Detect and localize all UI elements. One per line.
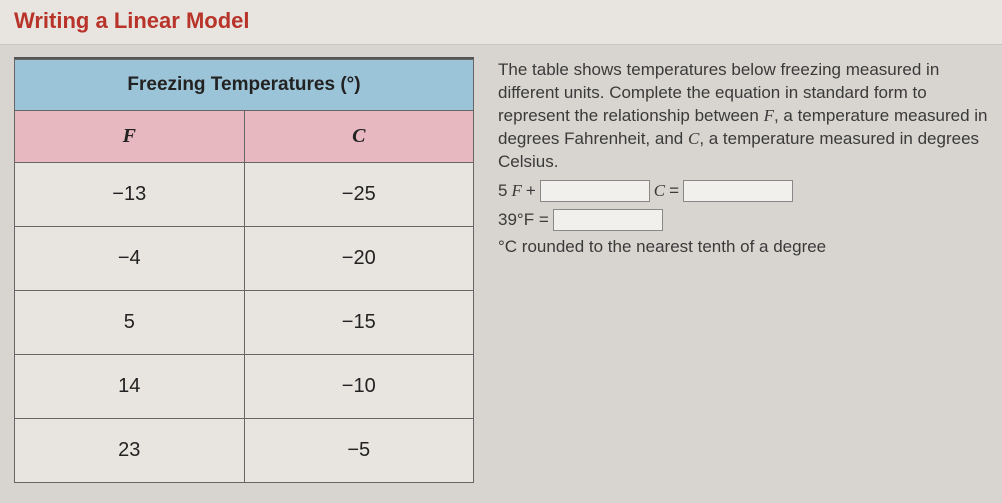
cell-f: −13 (15, 163, 245, 227)
eq1-var-f: F (511, 180, 521, 203)
eq2-tail: °C rounded to the nearest tenth of a deg… (498, 236, 826, 259)
table-title-row: Freezing Temperatures (°) (15, 60, 474, 111)
prompt-text: The table shows temperatures below freez… (498, 59, 988, 174)
eq1-eq: = (669, 180, 679, 203)
cell-c: −25 (244, 163, 474, 227)
cell-c: −15 (244, 291, 474, 355)
eq1-var-c: C (654, 180, 665, 203)
table-row: −4 −20 (15, 227, 474, 291)
col-header-f: F (15, 111, 245, 163)
page-title: Writing a Linear Model (14, 8, 988, 34)
eq1-plus: + (526, 180, 536, 203)
question-panel: The table shows temperatures below freez… (498, 57, 988, 483)
prompt-var-c: C (688, 129, 699, 148)
table-title: Freezing Temperatures (°) (15, 60, 474, 111)
eq2-lhs: 39°F = (498, 209, 549, 232)
col-header-c: C (244, 111, 474, 163)
cell-f: −4 (15, 227, 245, 291)
equation2-blank[interactable] (553, 209, 663, 231)
prompt-var-f: F (764, 106, 774, 125)
table-row: −13 −25 (15, 163, 474, 227)
header-bar: Writing a Linear Model (0, 0, 1002, 45)
cell-f: 14 (15, 355, 245, 419)
equation-line-2: 39°F = °C rounded to the nearest tenth o… (498, 209, 988, 259)
eq1-coef: 5 (498, 180, 507, 203)
cell-c: −10 (244, 355, 474, 419)
equation1-blank1[interactable] (540, 180, 650, 202)
cell-f: 23 (15, 419, 245, 483)
cell-c: −20 (244, 227, 474, 291)
content-area: Freezing Temperatures (°) F C −13 −25 −4… (0, 45, 1002, 495)
table-row: 14 −10 (15, 355, 474, 419)
table-header-row: F C (15, 111, 474, 163)
table-row: 5 −15 (15, 291, 474, 355)
freezing-table-wrap: Freezing Temperatures (°) F C −13 −25 −4… (14, 57, 474, 483)
equation1-blank2[interactable] (683, 180, 793, 202)
cell-c: −5 (244, 419, 474, 483)
table-row: 23 −5 (15, 419, 474, 483)
equation-line-1: 5F + C = (498, 180, 988, 203)
cell-f: 5 (15, 291, 245, 355)
freezing-table: Freezing Temperatures (°) F C −13 −25 −4… (14, 59, 474, 483)
